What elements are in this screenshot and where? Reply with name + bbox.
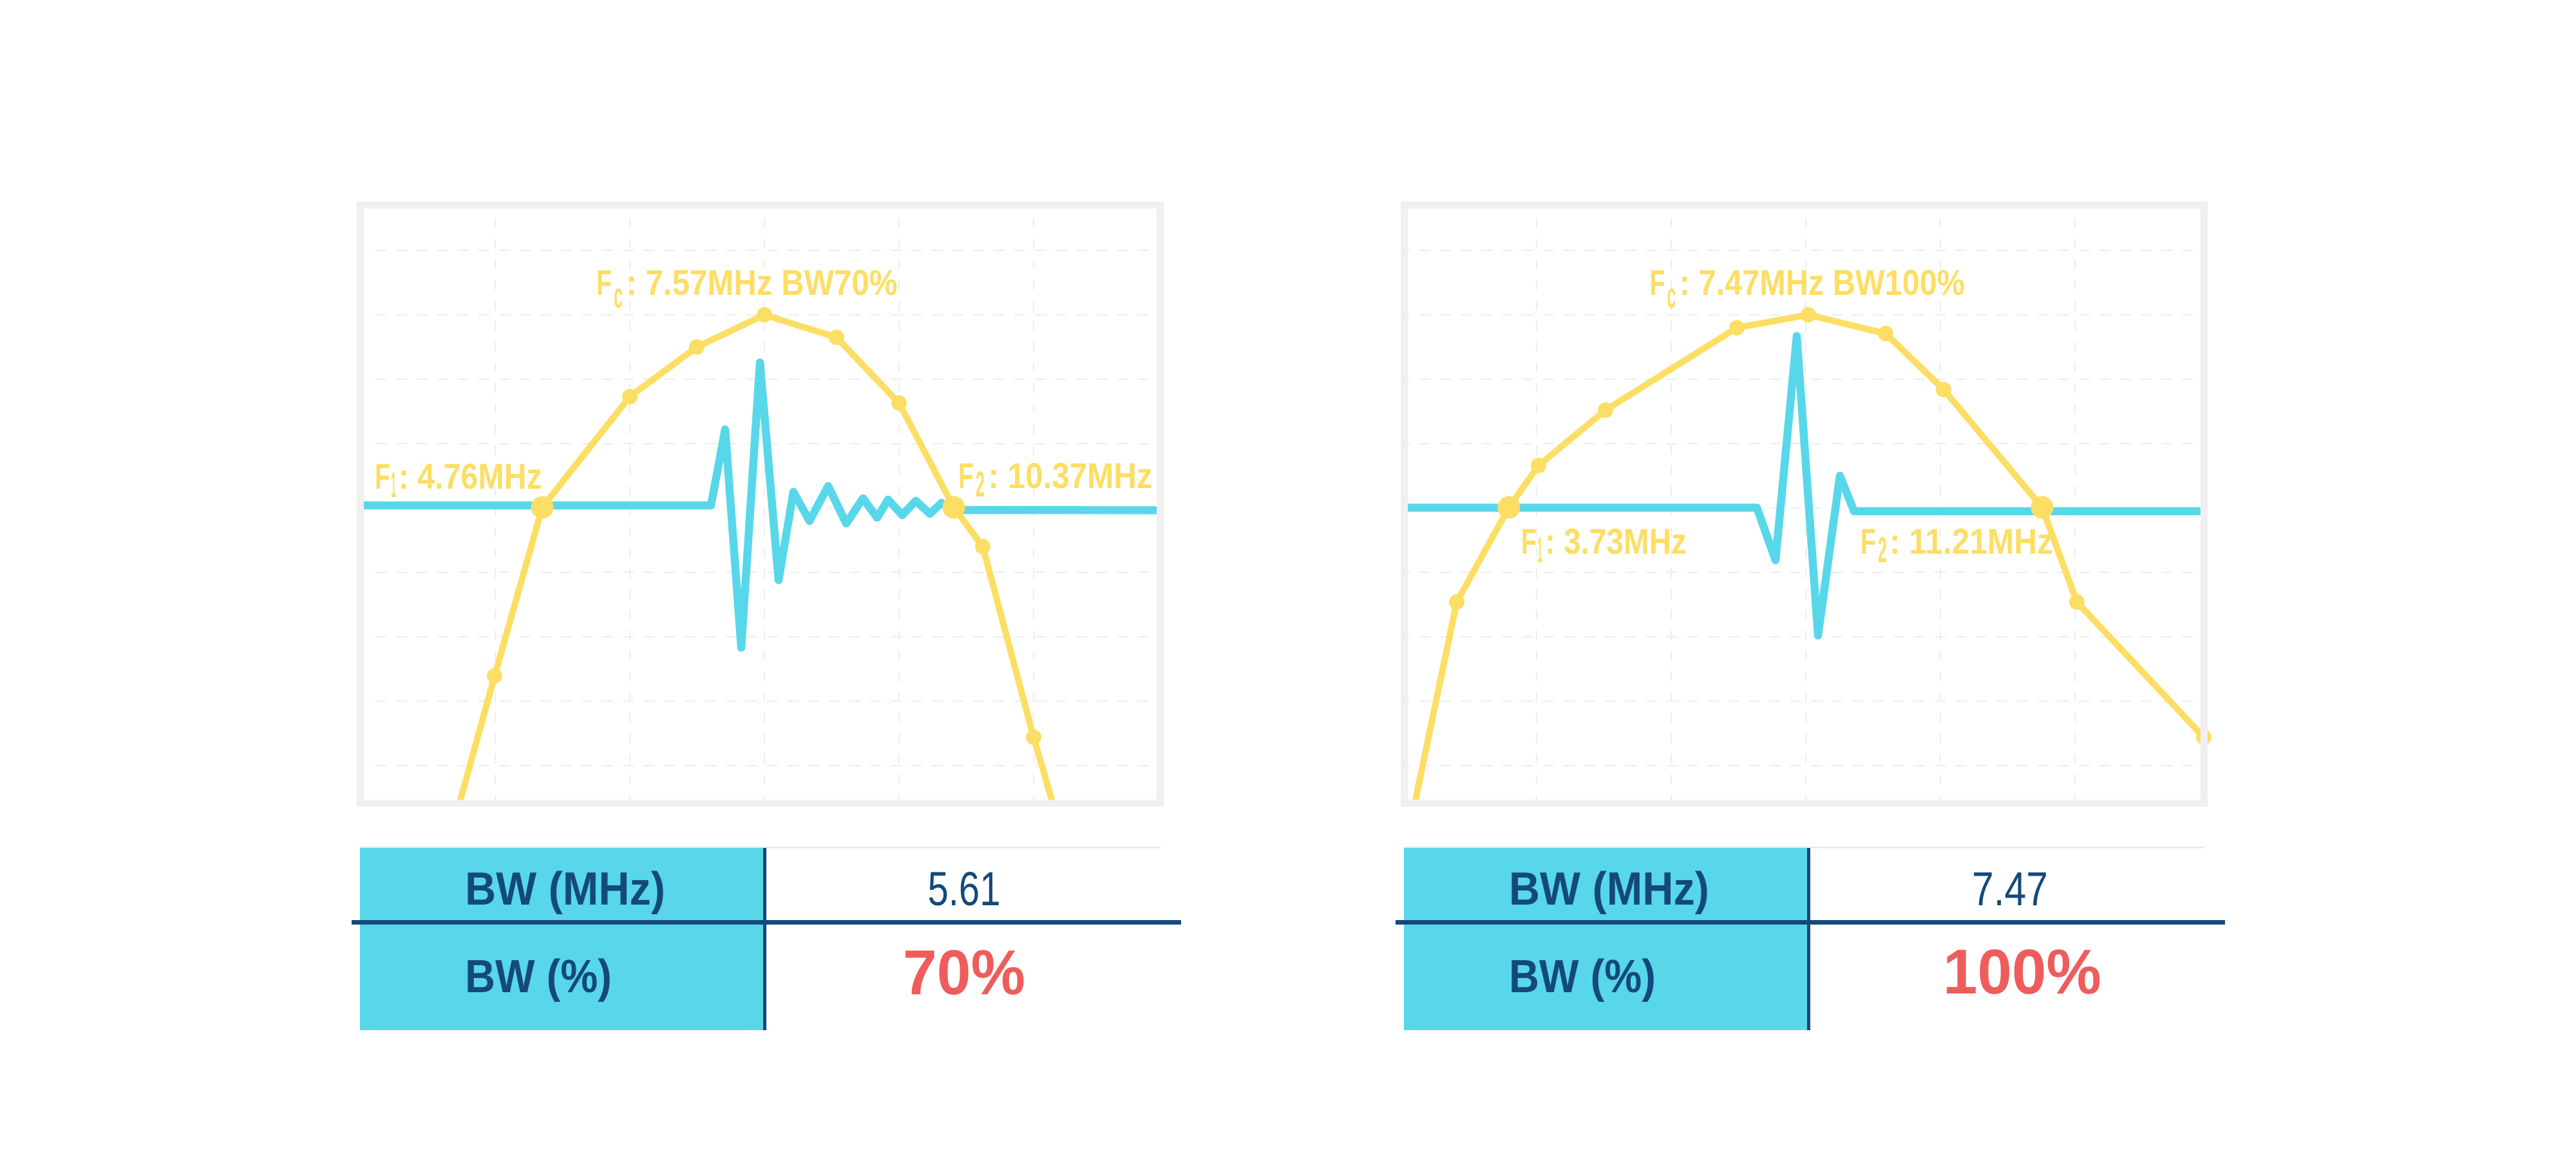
svg-text:5.61: 5.61 — [928, 862, 1001, 916]
svg-text:c: c — [614, 275, 623, 315]
svg-text:7.47: 7.47 — [1972, 862, 2048, 916]
svg-text:c: c — [1667, 275, 1676, 315]
svg-text:F: F — [596, 262, 612, 303]
svg-text:: 3.73MHz: : 3.73MHz — [1545, 521, 1687, 561]
svg-text:: 7.47MHz BW100%: : 7.47MHz BW100% — [1680, 262, 1965, 303]
svg-text:F: F — [1861, 521, 1876, 561]
svg-text:BW (%): BW (%) — [1509, 951, 1656, 1002]
svg-text:100%: 100% — [1943, 936, 2101, 1007]
svg-text:1: 1 — [391, 464, 396, 505]
svg-text:BW (%): BW (%) — [465, 951, 612, 1002]
svg-text:F: F — [1650, 262, 1665, 303]
svg-text:: 10.37MHz: : 10.37MHz — [989, 455, 1153, 496]
svg-text:2: 2 — [1878, 529, 1887, 570]
svg-text:70%: 70% — [903, 937, 1025, 1008]
svg-text:F: F — [1521, 521, 1537, 561]
svg-text:F: F — [375, 456, 390, 496]
svg-text:F: F — [958, 455, 974, 496]
svg-text:1: 1 — [1537, 529, 1542, 570]
svg-text:: 4.76MHz: : 4.76MHz — [399, 456, 542, 496]
svg-text:: 7.57MHz BW70%: : 7.57MHz BW70% — [627, 262, 898, 303]
svg-text:BW (MHz): BW (MHz) — [1509, 863, 1709, 915]
svg-text:2: 2 — [976, 464, 985, 504]
svg-text:BW (MHz): BW (MHz) — [465, 863, 665, 915]
svg-text:: 11.21MHz: : 11.21MHz — [1889, 521, 2053, 561]
